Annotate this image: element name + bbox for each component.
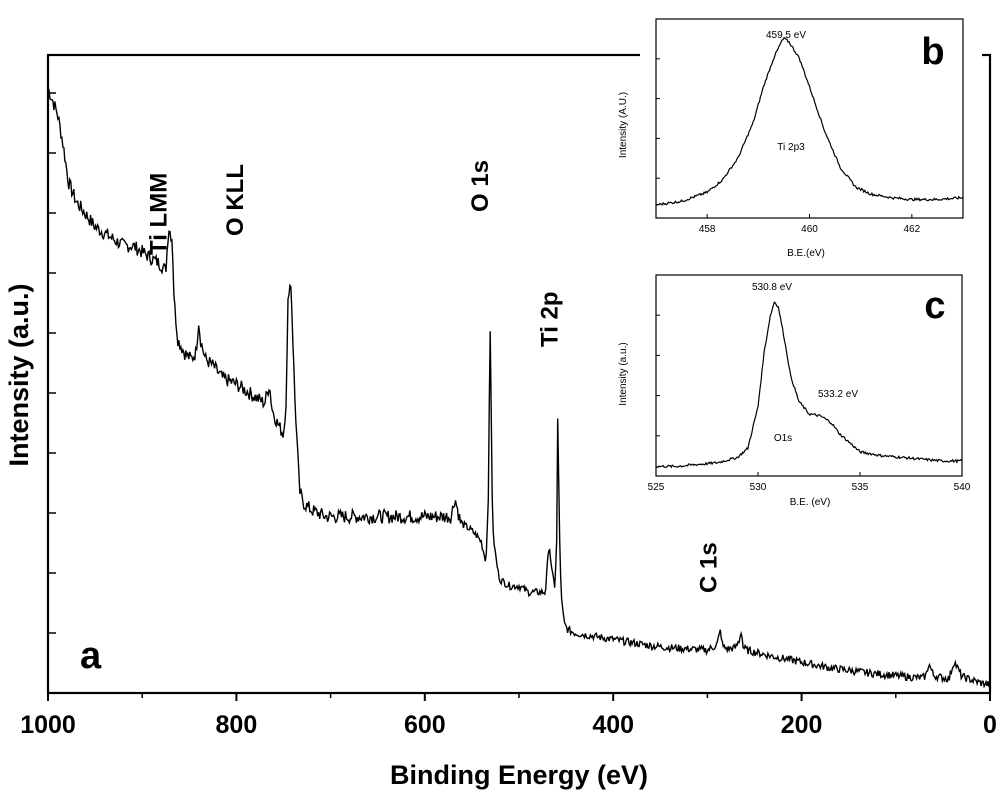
inset-panel-c: 525 530 535 540 530.8 eV 533.2 eV O1s c B.E… <box>600 268 985 513</box>
main-x-axis-label: Binding Energy (eV) <box>390 760 648 790</box>
main-y-axis-label: Intensity (a.u.) <box>4 283 34 466</box>
inset-x-tick-label: 540 <box>954 482 971 493</box>
main-x-tick-label: 0 <box>983 711 997 739</box>
inset-b-x-axis-label: B.E.(eV) <box>787 248 825 259</box>
inset-c-peak-label: 530.8 eV <box>752 282 792 293</box>
main-x-ticks: 1000 800 600 400 200 0 <box>20 693 997 739</box>
main-peak-label: O 1s <box>467 160 494 212</box>
inset-c-y-ticks <box>656 314 660 437</box>
inset-x-tick-label: 525 <box>648 482 665 493</box>
main-x-tick-label: 200 <box>781 711 823 739</box>
inset-c-x-axis-label: B.E. (eV) <box>790 497 831 508</box>
inset-b-series-line <box>655 37 964 206</box>
inset-panel-b: 458 460 462 459.5 eV Ti 2p3 b B.E.(eV) Int… <box>618 13 982 261</box>
main-x-tick-label: 800 <box>216 711 258 739</box>
inset-x-tick-label: 530 <box>750 482 767 493</box>
inset-c-y-axis-label: Intensity (a.u.) <box>618 342 629 405</box>
panel-label-c: c <box>924 285 945 327</box>
inset-c-background <box>600 268 985 513</box>
main-peak-annotations: Ti LMM O KLL O 1s Ti 2p C 1s <box>146 160 723 593</box>
inset-c-x-ticks: 525 530 535 540 <box>648 472 971 493</box>
main-series-line <box>47 87 991 689</box>
main-peak-label: Ti LMM <box>146 173 173 255</box>
inset-b-peak-label: 459.5 eV <box>766 30 806 41</box>
inset-x-tick-label: 535 <box>852 482 869 493</box>
inset-c-frame <box>655 274 963 477</box>
main-peak-label: Ti 2p <box>537 291 564 347</box>
inset-c-series-name: O1s <box>774 433 792 444</box>
inset-x-tick-label: 462 <box>903 224 920 235</box>
inset-c-shoulder-label: 533.2 eV <box>818 389 858 400</box>
inset-b-x-ticks: 458 460 462 <box>699 214 921 235</box>
main-x-tick-label: 1000 <box>20 711 76 739</box>
panel-label-b: b <box>921 31 944 73</box>
inset-b-y-axis-label: Intensity (A.U.) <box>618 92 629 158</box>
main-x-tick-label: 400 <box>592 711 634 739</box>
inset-x-tick-label: 458 <box>699 224 716 235</box>
inset-b-series-name: Ti 2p3 <box>777 142 805 153</box>
main-x-tick-label: 600 <box>404 711 446 739</box>
inset-b-y-ticks <box>656 58 660 179</box>
main-peak-label: C 1s <box>695 542 722 593</box>
inset-b-background <box>640 13 982 261</box>
main-y-ticks <box>48 92 56 634</box>
inset-x-tick-label: 460 <box>801 224 818 235</box>
panel-label-a: a <box>80 635 102 677</box>
main-peak-label: O KLL <box>222 164 249 236</box>
inset-c-series-line <box>655 301 963 469</box>
main-panel-a: 1000 800 600 400 200 0 Ti LMM O KLL O 1s Ti 2p C … <box>4 53 997 790</box>
